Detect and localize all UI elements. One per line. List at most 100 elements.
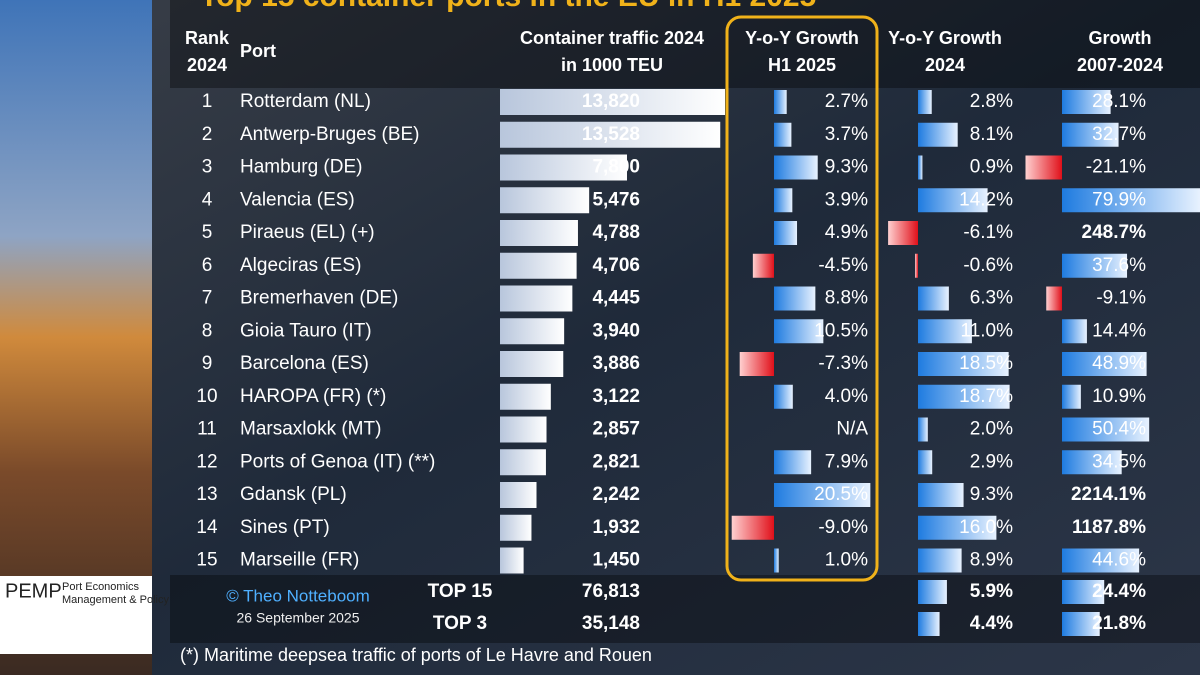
growth-value: 50.4% <box>1092 419 1146 440</box>
data-bar <box>918 90 932 114</box>
column-header: Growth <box>1089 28 1152 48</box>
data-bar <box>1062 417 1150 442</box>
data-bar <box>1062 612 1100 636</box>
h1-value: -4.5% <box>818 255 868 276</box>
yoy-value: 18.7% <box>959 386 1013 407</box>
data-bar <box>1062 450 1122 475</box>
logo-text: Port Economics <box>62 581 140 593</box>
h1-value: 7.9% <box>825 451 868 472</box>
teu-value: 4,706 <box>592 255 640 276</box>
rank: 13 <box>196 484 217 505</box>
yoy-value: 9.3% <box>970 484 1013 505</box>
data-bar <box>774 122 792 147</box>
teu-bar <box>500 482 537 508</box>
data-bar <box>774 155 818 180</box>
data-bar <box>918 417 928 442</box>
data-bar <box>774 286 816 311</box>
teu-value: 1,932 <box>592 517 640 538</box>
data-bar <box>1062 548 1140 573</box>
port: Valencia (ES) <box>240 189 355 210</box>
yoy-value: 14.2% <box>959 189 1013 210</box>
h1-value: 20.5% <box>814 484 868 505</box>
teu-value: 5,476 <box>592 189 640 210</box>
rank: 14 <box>196 517 218 538</box>
h1-value: 1.0% <box>825 550 868 571</box>
teu-value: 4,445 <box>592 288 640 309</box>
teu-bar <box>500 449 546 476</box>
logo-box <box>0 576 152 654</box>
h1-value: 10.5% <box>814 320 868 341</box>
yoy-value: 16.0% <box>959 517 1013 538</box>
data-bar <box>1062 580 1105 604</box>
data-bar <box>918 515 997 540</box>
rank: 12 <box>196 451 217 472</box>
data-bar <box>739 352 774 376</box>
h1-value: 8.8% <box>825 288 868 309</box>
data-bar <box>774 548 779 573</box>
data-bar <box>918 483 964 507</box>
total-growth: 24.4% <box>1092 581 1146 602</box>
growth-value: 79.9% <box>1092 189 1146 210</box>
column-header: H1 2025 <box>768 55 836 75</box>
column-header: Rank <box>185 28 230 48</box>
port: Antwerp-Bruges (BE) <box>240 124 420 145</box>
teu-bar <box>500 383 551 410</box>
data-bar <box>1046 286 1062 311</box>
data-bar <box>915 253 918 278</box>
teu-value: 2,242 <box>592 484 640 505</box>
totals-band <box>170 575 1200 643</box>
data-bar <box>1062 384 1081 409</box>
data-bar <box>918 612 940 636</box>
yoy-value: 0.9% <box>970 157 1013 178</box>
total-yoy: 4.4% <box>970 613 1013 634</box>
port: Gioia Tauro (IT) <box>240 320 372 341</box>
port: Rotterdam (NL) <box>240 91 371 112</box>
data-bar <box>774 90 787 114</box>
data-bar <box>752 253 774 278</box>
data-bar <box>918 155 923 180</box>
yoy-value: 8.1% <box>970 124 1013 145</box>
date: 26 September 2025 <box>237 610 360 626</box>
port: Ports of Genoa (IT) (**) <box>240 451 435 472</box>
h1-value: 4.9% <box>825 222 868 243</box>
h1-value: N/A <box>836 419 868 440</box>
teu-value: 2,857 <box>592 419 640 440</box>
yoy-value: 8.9% <box>970 550 1013 571</box>
port: Bremerhaven (DE) <box>240 288 398 309</box>
rank: 3 <box>202 157 213 178</box>
data-bar <box>774 450 812 475</box>
column-header: Container traffic 2024 <box>520 28 704 48</box>
teu-bar <box>500 351 564 377</box>
teu-bar <box>500 89 725 115</box>
teu-bar <box>500 416 547 443</box>
yoy-value: -6.1% <box>963 222 1013 243</box>
teu-value: 1,450 <box>592 550 640 571</box>
data-bar <box>1025 155 1062 180</box>
yoy-value: 18.5% <box>959 353 1013 374</box>
data-bar <box>1062 188 1200 213</box>
column-header: Y-o-Y Growth <box>745 28 859 48</box>
port: Sines (PT) <box>240 517 330 538</box>
growth-value: 28.1% <box>1092 91 1146 112</box>
data-bar <box>918 286 949 311</box>
port: Barcelona (ES) <box>240 353 369 374</box>
credit: © Theo Notteboom <box>226 586 370 605</box>
data-bar <box>774 188 793 213</box>
yoy-value: 11.0% <box>961 320 1014 341</box>
rank: 15 <box>196 550 217 571</box>
teu-value: 2,821 <box>592 451 640 472</box>
total-teu: 35,148 <box>582 613 640 634</box>
data-bar <box>1062 352 1147 376</box>
data-bar <box>731 515 774 540</box>
rank: 7 <box>202 288 213 309</box>
teu-bar <box>500 154 627 181</box>
total-growth: 21.8% <box>1092 613 1146 634</box>
data-bar <box>918 548 962 573</box>
rank: 1 <box>202 91 213 112</box>
yoy-value: -0.6% <box>963 255 1013 276</box>
teu-bar <box>500 121 721 148</box>
growth-value: 248.7% <box>1082 222 1147 243</box>
teu-bar <box>500 318 565 345</box>
header-band <box>170 0 1200 88</box>
